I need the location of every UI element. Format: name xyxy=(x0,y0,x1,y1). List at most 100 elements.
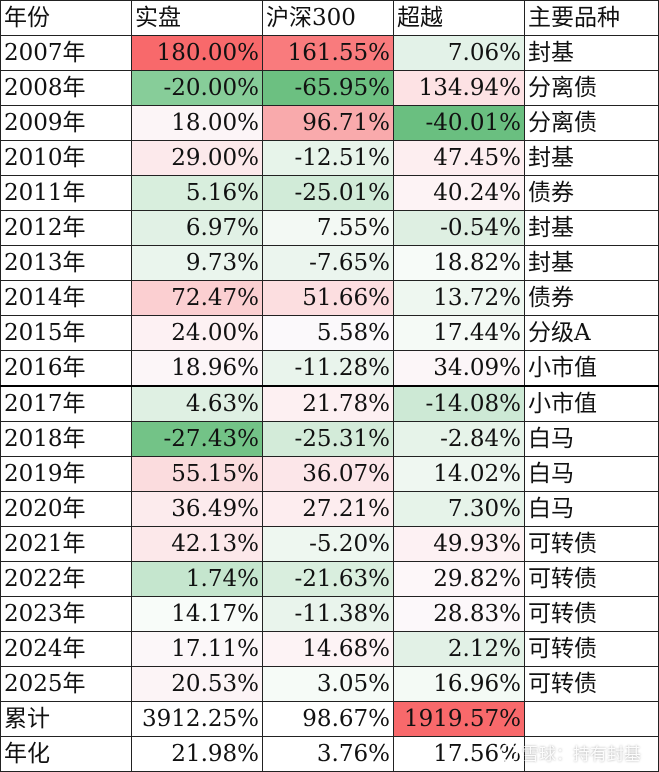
year-cell: 年化 xyxy=(0,736,132,772)
actual-return-cell: 24.00% xyxy=(131,315,263,351)
main-kind-cell: 小市值 xyxy=(524,385,659,422)
year-cell: 2010年 xyxy=(0,140,132,176)
actual-return-cell: 18.96% xyxy=(131,350,263,387)
csi300-return-cell: -65.95% xyxy=(262,70,394,106)
csi300-return-cell: 36.07% xyxy=(262,456,394,492)
main-kind-cell: 可转债 xyxy=(524,666,659,702)
main-kind-cell: 封基 xyxy=(524,245,659,281)
main-kind-cell: 分离债 xyxy=(524,105,659,141)
table-row: 2016年 18.96% -11.28% 34.09% 小市值 xyxy=(0,350,659,387)
actual-return-cell: 17.11% xyxy=(131,631,263,667)
table-row: 2020年 36.49% 27.21% 7.30% 白马 xyxy=(0,491,659,527)
csi300-return-cell: 21.78% xyxy=(262,385,394,422)
main-kind-cell: 债券 xyxy=(524,280,659,316)
excess-return-cell: 40.24% xyxy=(393,175,525,211)
excess-return-cell: -14.08% xyxy=(393,385,525,422)
year-cell: 2015年 xyxy=(0,315,132,351)
csi300-return-cell: 5.58% xyxy=(262,315,394,351)
table-row: 2024年 17.11% 14.68% 2.12% 可转债 xyxy=(0,631,659,667)
csi300-return-cell: -25.31% xyxy=(262,421,394,457)
csi300-return-cell: 3.05% xyxy=(262,666,394,702)
watermark: 雪球：持有封基 xyxy=(500,740,641,765)
year-cell: 累计 xyxy=(0,701,132,737)
table-row: 累计 3912.25% 98.67% 1919.57% xyxy=(0,701,659,737)
table-body: 2007年 180.00% 161.55% 7.06% 封基 2008年 -20.00% -6… xyxy=(0,35,659,772)
main-kind-cell: 白马 xyxy=(524,491,659,527)
header-kind: 主要品种 xyxy=(524,0,659,36)
csi300-return-cell: -5.20% xyxy=(262,526,394,562)
main-kind-cell: 分级A xyxy=(524,315,659,351)
excess-return-cell: 134.94% xyxy=(393,70,525,106)
excess-return-cell: -0.54% xyxy=(393,210,525,246)
actual-return-cell: -27.43% xyxy=(131,421,263,457)
excess-return-cell: 28.83% xyxy=(393,596,525,632)
table-row: 2018年 -27.43% -25.31% -2.84% 白马 xyxy=(0,421,659,457)
actual-return-cell: 5.16% xyxy=(131,175,263,211)
table-row: 2019年 55.15% 36.07% 14.02% 白马 xyxy=(0,456,659,492)
header-excess: 超越 xyxy=(393,0,525,36)
xueqiu-logo-icon xyxy=(500,743,518,762)
main-kind-cell xyxy=(524,701,659,737)
main-kind-cell: 封基 xyxy=(524,140,659,176)
csi300-return-cell: 14.68% xyxy=(262,631,394,667)
actual-return-cell: 36.49% xyxy=(131,491,263,527)
table-row: 2009年 18.00% 96.71% -40.01% 分离债 xyxy=(0,105,659,141)
actual-return-cell: 55.15% xyxy=(131,456,263,492)
main-kind-cell: 债券 xyxy=(524,175,659,211)
watermark-text: 雪球：持有封基 xyxy=(522,745,641,765)
actual-return-cell: 3912.25% xyxy=(131,701,263,737)
actual-return-cell: 20.53% xyxy=(131,666,263,702)
year-cell: 2014年 xyxy=(0,280,132,316)
table-row: 2014年 72.47% 51.66% 13.72% 债券 xyxy=(0,280,659,316)
csi300-return-cell: -11.38% xyxy=(262,596,394,632)
csi300-return-cell: 98.67% xyxy=(262,701,394,737)
actual-return-cell: 42.13% xyxy=(131,526,263,562)
csi300-return-cell: -21.63% xyxy=(262,561,394,597)
main-kind-cell: 小市值 xyxy=(524,350,659,387)
excess-return-cell: 2.12% xyxy=(393,631,525,667)
excess-return-cell: 18.82% xyxy=(393,245,525,281)
main-kind-cell: 封基 xyxy=(524,210,659,246)
table-row: 2008年 -20.00% -65.95% 134.94% 分离债 xyxy=(0,70,659,106)
year-cell: 2008年 xyxy=(0,70,132,106)
actual-return-cell: 1.74% xyxy=(131,561,263,597)
header-actual: 实盘 xyxy=(131,0,263,36)
excess-return-cell: 1919.57% xyxy=(393,701,525,737)
main-kind-cell: 可转债 xyxy=(524,526,659,562)
csi300-return-cell: 3.76% xyxy=(262,736,394,772)
csi300-return-cell: -25.01% xyxy=(262,175,394,211)
actual-return-cell: 72.47% xyxy=(131,280,263,316)
main-kind-cell: 可转债 xyxy=(524,596,659,632)
year-cell: 2018年 xyxy=(0,421,132,457)
year-cell: 2024年 xyxy=(0,631,132,667)
year-cell: 2023年 xyxy=(0,596,132,632)
table-row: 2007年 180.00% 161.55% 7.06% 封基 xyxy=(0,35,659,71)
csi300-return-cell: 7.55% xyxy=(262,210,394,246)
table-row: 2010年 29.00% -12.51% 47.45% 封基 xyxy=(0,140,659,176)
main-kind-cell: 白马 xyxy=(524,456,659,492)
year-cell: 2009年 xyxy=(0,105,132,141)
table-row: 2017年 4.63% 21.78% -14.08% 小市值 xyxy=(0,385,659,422)
excess-return-cell: 14.02% xyxy=(393,456,525,492)
year-cell: 2025年 xyxy=(0,666,132,702)
year-cell: 2011年 xyxy=(0,175,132,211)
csi300-return-cell: 161.55% xyxy=(262,35,394,71)
main-kind-cell: 白马 xyxy=(524,421,659,457)
main-kind-cell: 可转债 xyxy=(524,631,659,667)
actual-return-cell: -20.00% xyxy=(131,70,263,106)
actual-return-cell: 14.17% xyxy=(131,596,263,632)
csi300-return-cell: 27.21% xyxy=(262,491,394,527)
excess-return-cell: 17.44% xyxy=(393,315,525,351)
year-cell: 2007年 xyxy=(0,35,132,71)
csi300-return-cell: 96.71% xyxy=(262,105,394,141)
excess-return-cell: 7.06% xyxy=(393,35,525,71)
csi300-return-cell: 51.66% xyxy=(262,280,394,316)
table-row: 2012年 6.97% 7.55% -0.54% 封基 xyxy=(0,210,659,246)
table-row: 2013年 9.73% -7.65% 18.82% 封基 xyxy=(0,245,659,281)
table-row: 2011年 5.16% -25.01% 40.24% 债券 xyxy=(0,175,659,211)
excess-return-cell: 47.45% xyxy=(393,140,525,176)
actual-return-cell: 9.73% xyxy=(131,245,263,281)
excess-return-cell: 7.30% xyxy=(393,491,525,527)
main-kind-cell: 封基 xyxy=(524,35,659,71)
main-kind-cell: 可转债 xyxy=(524,561,659,597)
